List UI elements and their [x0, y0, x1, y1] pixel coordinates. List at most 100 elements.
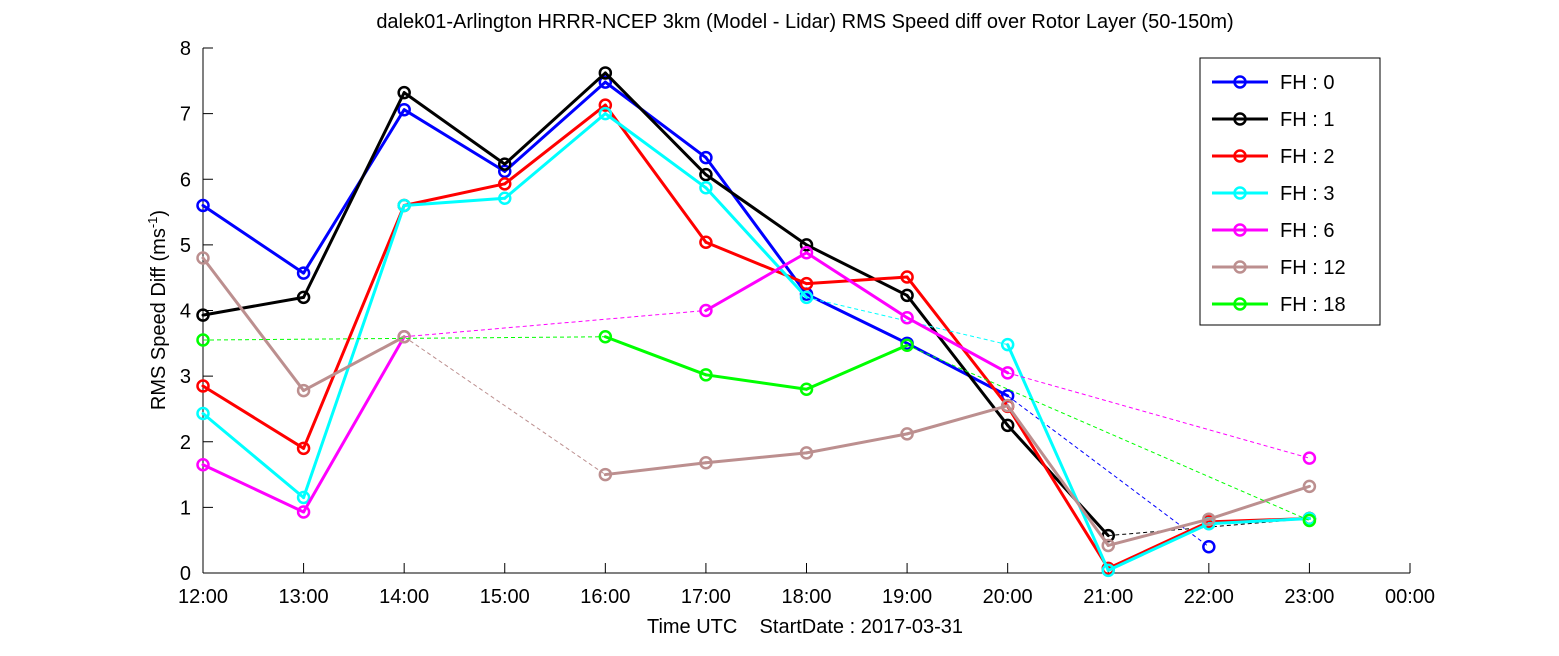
- x-tick-label: 20:00: [983, 586, 1033, 608]
- legend-swatch-marker: [1233, 75, 1247, 89]
- series-line-segment: [905, 293, 1010, 427]
- series-gap-connector: [1007, 372, 1310, 459]
- data-point: [598, 330, 613, 344]
- series-line-segment: [302, 204, 406, 500]
- series-line-segment: [1006, 404, 1110, 547]
- series-4: [196, 106, 1317, 578]
- data-point: [799, 446, 814, 460]
- series-line-segment: [503, 80, 607, 173]
- series-line-segment: [805, 432, 909, 455]
- legend-entry-label: FH : 1: [1280, 109, 1334, 131]
- series-line-segment: [704, 251, 808, 312]
- data-point: [799, 276, 814, 291]
- x-tick-label: 00:00: [1385, 586, 1435, 608]
- data-point: [699, 456, 713, 470]
- data-point: [196, 333, 210, 347]
- series-gap-connector: [404, 310, 706, 338]
- series-line-segment: [905, 404, 1010, 436]
- data-point: [498, 177, 512, 191]
- series-line-segment: [603, 71, 708, 177]
- axes: 12:00 13:00 14:00 15:00 16:00 17:00 18:00 19:00…: [178, 38, 1435, 608]
- data-point: [1202, 512, 1216, 526]
- data-point: [196, 379, 210, 393]
- series-line-segment: [402, 196, 507, 207]
- data-point: [196, 406, 210, 421]
- series-line-segment: [905, 316, 1010, 375]
- series-line-segment: [704, 451, 808, 465]
- series-line-segment: [805, 251, 909, 320]
- series-line-segment: [603, 80, 708, 160]
- x-axis-label: Time UTC StartDate : 2017-03-31: [647, 616, 963, 638]
- data-point: [1000, 398, 1015, 413]
- x-tick-label: 21:00: [1083, 586, 1133, 608]
- series-line-segment: [1006, 343, 1110, 572]
- y-tick-label: 1: [180, 497, 191, 519]
- data-point: [699, 368, 713, 382]
- legend-swatch-marker: [1233, 260, 1247, 274]
- series-line-segment: [201, 463, 306, 514]
- legend-swatch-marker: [1233, 149, 1247, 163]
- data-point: [296, 383, 311, 398]
- x-tick-label: 13:00: [279, 586, 329, 608]
- data-point: [1000, 418, 1015, 433]
- data-point: [900, 338, 914, 353]
- series-line-segment: [603, 112, 708, 190]
- data-point: [196, 198, 210, 213]
- series-line-segment: [704, 156, 808, 296]
- series-line-segment: [302, 335, 406, 514]
- series-line-segment: [503, 103, 607, 186]
- legend-entry-label: FH : 18: [1280, 294, 1346, 316]
- series-line-segment: [1006, 423, 1110, 538]
- series-gap-connector: [906, 344, 1310, 521]
- data-point: [699, 303, 713, 318]
- data-point: [699, 167, 713, 182]
- data-point: [1000, 366, 1015, 380]
- series-line-segment: [905, 275, 1010, 408]
- data-point: [196, 457, 210, 472]
- series-line-segment: [503, 112, 607, 200]
- series-line-segment: [201, 295, 306, 317]
- legend-entry-label: FH : 2: [1280, 146, 1334, 168]
- data-point: [196, 251, 210, 265]
- data-point: [598, 106, 613, 121]
- y-tick-label: 4: [180, 301, 191, 323]
- x-tick-label: 15:00: [480, 586, 530, 608]
- data-point: [397, 85, 411, 100]
- data-point: [799, 382, 814, 396]
- data-point: [900, 270, 914, 284]
- x-tick-label: 22:00: [1184, 586, 1234, 608]
- legend-swatch-marker: [1233, 112, 1247, 126]
- series-line-segment: [1207, 484, 1311, 521]
- series-line-segment: [603, 335, 708, 377]
- data-point: [900, 288, 914, 303]
- series-line-segment: [1207, 517, 1311, 526]
- data-point: [1302, 513, 1317, 528]
- data-point: [598, 98, 613, 112]
- series-line-segment: [603, 103, 708, 244]
- legend-entry-label: FH : 3: [1280, 183, 1334, 205]
- series-line-segment: [302, 335, 406, 393]
- data-point: [296, 490, 311, 505]
- data-point: [296, 505, 311, 519]
- series-7: [196, 330, 1317, 528]
- series-line-segment: [402, 91, 507, 166]
- data-point: [900, 427, 914, 441]
- series-line-segment: [201, 412, 306, 500]
- series-line-segment: [402, 108, 507, 173]
- x-tick-label: 19:00: [882, 586, 932, 608]
- data-point: [598, 66, 613, 80]
- series-line-segment: [201, 204, 306, 275]
- y-axis-label: RMS Speed Diff (ms-1): [145, 210, 170, 410]
- y-tick-label: 3: [180, 366, 191, 388]
- y-tick-label: 2: [180, 432, 191, 454]
- series-line-segment: [302, 108, 406, 275]
- legend-swatch-marker: [1233, 186, 1247, 200]
- x-tick-label: 16:00: [580, 586, 630, 608]
- data-point: [1302, 451, 1317, 465]
- legend-entry-label: FH : 12: [1280, 257, 1346, 279]
- data-point: [1302, 479, 1317, 494]
- series-line-segment: [503, 71, 607, 166]
- data-point: [799, 290, 814, 305]
- data-point: [1101, 538, 1115, 553]
